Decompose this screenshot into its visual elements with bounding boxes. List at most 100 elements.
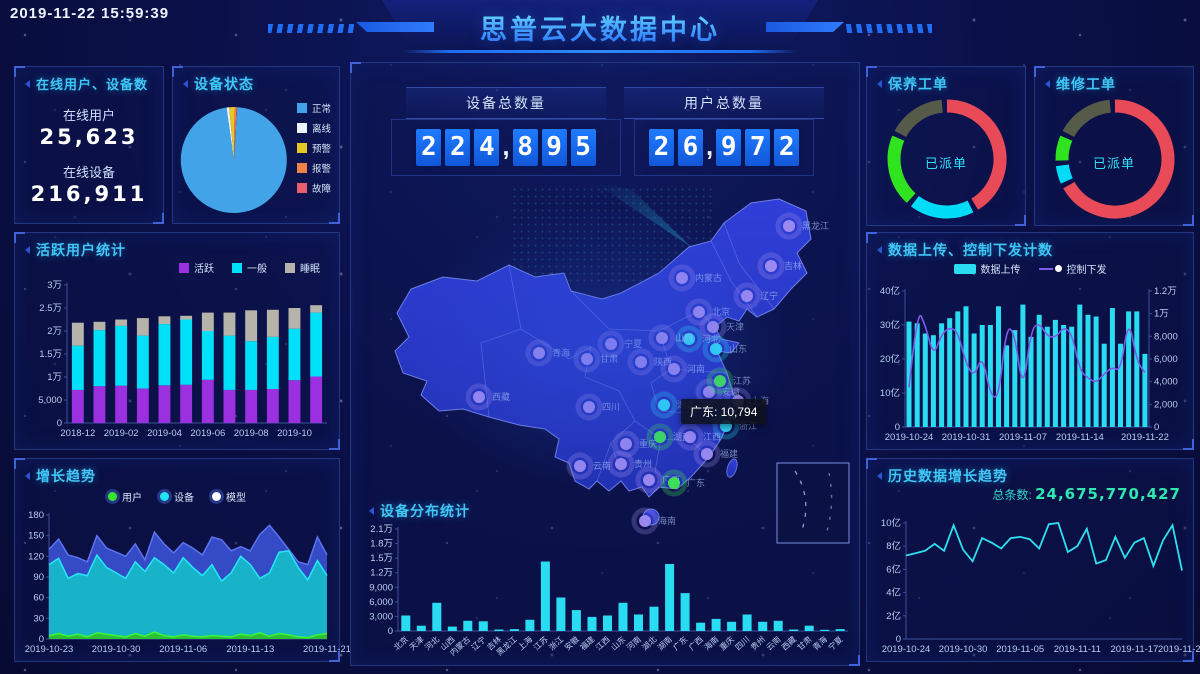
bar[interactable] — [416, 625, 426, 631]
bar[interactable] — [463, 620, 473, 631]
legend-item[interactable]: 正常 — [296, 101, 331, 115]
bar[interactable] — [1012, 330, 1018, 427]
map-bubble[interactable]: 吉林 — [757, 252, 802, 280]
bar[interactable] — [603, 615, 612, 632]
bar[interactable] — [979, 325, 985, 427]
bar[interactable] — [996, 306, 1001, 427]
stacked-bar-segment[interactable] — [288, 328, 301, 381]
stacked-bar-segment[interactable] — [201, 312, 214, 331]
bar[interactable] — [1109, 308, 1115, 427]
legend-item[interactable]: 睡眠 — [285, 260, 320, 275]
bar[interactable] — [947, 318, 953, 427]
stacked-bar-segment[interactable] — [310, 376, 323, 424]
legend-item[interactable]: 数据上传 — [953, 261, 1021, 276]
legend-item[interactable]: 报警 — [296, 161, 331, 175]
bar[interactable] — [1101, 343, 1107, 427]
bar[interactable] — [742, 614, 752, 632]
bar[interactable] — [556, 597, 566, 632]
bar[interactable] — [1142, 353, 1148, 427]
stacked-bar-segment[interactable] — [180, 319, 193, 385]
stacked-bar-segment[interactable] — [180, 384, 193, 423]
bar[interactable] — [1004, 345, 1010, 427]
bar[interactable] — [696, 622, 706, 631]
bar[interactable] — [509, 629, 519, 631]
china-map[interactable]: 黑龙江吉林辽宁内蒙古北京天津河北山东山西宁夏陕西甘肃青海西藏四川重庆河南湖北安徽… — [359, 181, 853, 549]
area-series[interactable] — [49, 550, 327, 639]
bar[interactable] — [649, 606, 659, 631]
stacked-bar-segment[interactable] — [71, 345, 84, 390]
bar[interactable] — [930, 335, 936, 427]
pie-slice[interactable] — [180, 107, 287, 213]
legend-item[interactable]: 用户 — [108, 489, 142, 504]
bar[interactable] — [1028, 336, 1034, 427]
device-status-pie-chart[interactable] — [175, 97, 293, 219]
bar[interactable] — [963, 306, 969, 427]
stacked-bar-segment[interactable] — [223, 312, 236, 336]
bar[interactable] — [1036, 314, 1042, 427]
map-bubble[interactable]: 黑龙江 — [775, 212, 829, 240]
map-bubble[interactable]: 江苏 — [706, 367, 751, 395]
bar[interactable] — [1044, 326, 1050, 427]
donut-segment[interactable] — [887, 135, 916, 203]
stacked-bar-segment[interactable] — [266, 337, 279, 389]
map-bubble[interactable]: 云南 — [566, 452, 611, 480]
map-bubble[interactable]: 甘肃 — [573, 345, 618, 373]
stacked-bar-segment[interactable] — [223, 335, 236, 390]
stacked-bar-segment[interactable] — [201, 331, 214, 380]
bar[interactable] — [618, 602, 628, 631]
bar[interactable] — [711, 618, 721, 631]
bar[interactable] — [634, 614, 643, 632]
upload-dispatch-chart[interactable]: 0 10亿 20亿 30亿 40亿 0 2,000 4,000 6,000 8,000 1万 1.2万… — [871, 283, 1191, 445]
stacked-bar-segment[interactable] — [71, 322, 84, 346]
bar[interactable] — [914, 323, 920, 427]
map-bubble[interactable]: 天津 — [699, 313, 744, 341]
line-series[interactable] — [905, 522, 1183, 571]
bar[interactable] — [1085, 314, 1091, 427]
map-bubble[interactable]: 山西 — [648, 324, 693, 352]
maintenance-donut-chart[interactable] — [872, 97, 1022, 221]
device-distribution-chart[interactable]: 0 3,000 6,000 9,000 1.2万 1.5万 1.8万 2.1万 北京 天津 河北 山西… — [358, 523, 854, 661]
growth-chart[interactable]: 0 30 60 90 120 150 180 2019-10-23 2019-10-30 2019… — [19, 510, 351, 657]
donut-segment[interactable] — [946, 99, 1007, 210]
pie-slice[interactable] — [234, 107, 237, 160]
bar[interactable] — [1093, 316, 1099, 428]
bar[interactable] — [727, 621, 737, 631]
bar[interactable] — [1020, 304, 1026, 427]
pie-slice[interactable] — [226, 107, 235, 160]
legend-item[interactable]: 预警 — [296, 141, 331, 155]
legend-item[interactable]: 控制下发 — [1038, 261, 1107, 276]
legend-item[interactable]: 活跃 — [179, 260, 214, 275]
bar[interactable] — [955, 311, 961, 427]
stacked-bar-segment[interactable] — [158, 316, 171, 325]
stacked-bar-segment[interactable] — [201, 379, 214, 423]
bar[interactable] — [478, 621, 488, 631]
stacked-bar-segment[interactable] — [180, 315, 193, 320]
donut-segment[interactable] — [1063, 99, 1175, 219]
map-bubble[interactable]: 福建 — [693, 440, 738, 468]
donut-segment[interactable] — [910, 195, 974, 219]
stacked-bar-segment[interactable] — [115, 325, 128, 386]
bar[interactable] — [789, 629, 799, 632]
bar[interactable] — [906, 321, 912, 427]
stacked-bar-segment[interactable] — [266, 309, 279, 337]
bar[interactable] — [1134, 311, 1140, 427]
map-bubble[interactable]: 宁夏 — [597, 330, 642, 358]
donut-segment[interactable] — [894, 99, 944, 138]
pie-slice[interactable] — [229, 106, 235, 160]
map-bubble[interactable]: 西藏 — [465, 383, 510, 411]
repair-donut-chart[interactable] — [1040, 97, 1190, 221]
map-bubble[interactable]: 北京 — [685, 298, 730, 326]
map-bubble[interactable]: 湖南 — [646, 423, 691, 451]
stacked-bar-segment[interactable] — [245, 310, 258, 342]
stacked-bar-segment[interactable] — [288, 380, 301, 423]
donut-segment[interactable] — [1055, 135, 1073, 161]
stacked-bar-segment[interactable] — [115, 385, 128, 423]
bar[interactable] — [401, 615, 411, 632]
bar[interactable] — [447, 626, 457, 631]
stacked-bar-segment[interactable] — [136, 388, 149, 424]
map-bubble[interactable]: 辽宁 — [733, 282, 778, 310]
stacked-bar-segment[interactable] — [93, 330, 106, 387]
stacked-bar-segment[interactable] — [245, 389, 258, 423]
bar[interactable] — [1069, 326, 1075, 427]
bar[interactable] — [1118, 343, 1123, 427]
